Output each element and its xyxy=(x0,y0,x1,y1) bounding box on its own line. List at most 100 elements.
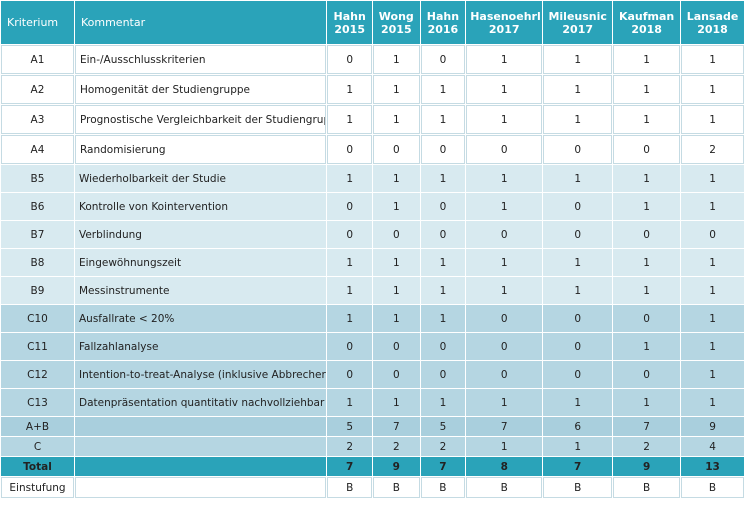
score-cell: 0 xyxy=(543,193,613,220)
score-cell: 1 xyxy=(327,165,372,192)
score-cell: 0 xyxy=(327,221,372,248)
score-cell: 1 xyxy=(327,105,372,134)
score-cell: 1 xyxy=(543,75,613,104)
criterion-row: A2 Homogenität der Studiengruppe 1 1 1 1 1 1 1 xyxy=(1,75,744,104)
summary-row: Einstufung B B B B B B B xyxy=(1,477,744,498)
summary-cell: B xyxy=(420,477,466,498)
score-cell: 1 xyxy=(372,277,420,304)
score-cell: 0 xyxy=(466,135,543,164)
score-cell: 1 xyxy=(372,45,420,74)
header-row: Kriterium Kommentar Hahn 2015 Wong 2015 Hahn… xyxy=(1,1,744,44)
score-cell: 0 xyxy=(420,221,466,248)
criterion-cell: C10 xyxy=(1,305,74,332)
score-cell: 1 xyxy=(681,277,744,304)
score-cell: 1 xyxy=(613,75,681,104)
score-cell: 0 xyxy=(420,135,466,164)
score-cell: 1 xyxy=(420,305,466,332)
study-name: Hasenoehrl xyxy=(470,9,541,23)
score-cell: 0 xyxy=(466,361,543,388)
summary-cell: B xyxy=(613,477,681,498)
criterion-row: C10 Ausfallrate < 20% 1 1 1 0 0 0 1 xyxy=(1,305,744,332)
header-cell: Kaufman 2018 xyxy=(613,1,681,44)
criterion-cell: B8 xyxy=(1,249,74,276)
score-cell: 0 xyxy=(543,333,613,360)
score-cell: 1 xyxy=(327,249,372,276)
score-cell: 1 xyxy=(466,389,543,416)
score-cell: 0 xyxy=(543,221,613,248)
score-cell: 1 xyxy=(372,75,420,104)
criterion-row: C12 Intention-to-treat-Analyse (inklusive… xyxy=(1,361,744,388)
comment-cell: Verblindung xyxy=(74,221,327,248)
score-cell: 1 xyxy=(543,389,613,416)
criterion-row: B7 Verblindung 0 0 0 0 0 0 0 xyxy=(1,221,744,248)
score-cell: 0 xyxy=(420,193,466,220)
criterion-cell: B9 xyxy=(1,277,74,304)
criterion-cell: C12 xyxy=(1,361,74,388)
header-cell: Hahn 2015 xyxy=(327,1,372,44)
study-year: 2017 xyxy=(562,22,594,36)
table-body: A1 Ein-/Ausschlusskriterien 0 1 0 1 1 1 1 A2 Homog… xyxy=(1,45,744,498)
comment-cell: Prognostische Vergleichbarkeit der Studi… xyxy=(74,105,327,134)
study-name: Wong xyxy=(378,9,414,23)
score-cell: 0 xyxy=(327,193,372,220)
summary-cell: 2 xyxy=(372,437,420,456)
summary-cell: 1 xyxy=(543,437,613,456)
summary-cell: 13 xyxy=(681,457,744,476)
score-cell: 1 xyxy=(543,105,613,134)
score-cell: 0 xyxy=(466,305,543,332)
criterion-row: B6 Kontrolle von Kointervention 0 1 0 1 0 1 1 xyxy=(1,193,744,220)
criterion-cell: B6 xyxy=(1,193,74,220)
criterion-cell: C13 xyxy=(1,389,74,416)
summary-cell: 9 xyxy=(372,457,420,476)
criterion-row: B5 Wiederholbarkeit der Studie 1 1 1 1 1 1 1 xyxy=(1,165,744,192)
score-cell: 1 xyxy=(466,249,543,276)
score-cell: 0 xyxy=(327,45,372,74)
score-cell: 0 xyxy=(543,135,613,164)
summary-cell: 5 xyxy=(327,417,372,436)
score-cell: 1 xyxy=(543,165,613,192)
score-cell: 0 xyxy=(327,135,372,164)
summary-cell: 9 xyxy=(613,457,681,476)
comment-cell: Eingewöhnungszeit xyxy=(74,249,327,276)
criterion-cell: A2 xyxy=(1,75,74,104)
score-cell: 1 xyxy=(420,277,466,304)
score-cell: 1 xyxy=(613,333,681,360)
score-cell: 1 xyxy=(327,75,372,104)
score-cell: 1 xyxy=(420,75,466,104)
study-year: 2015 xyxy=(334,22,365,36)
comment-cell: Fallzahlanalyse xyxy=(74,333,327,360)
criterion-cell: B5 xyxy=(1,165,74,192)
score-cell: 1 xyxy=(420,249,466,276)
study-year: 2017 xyxy=(488,22,520,36)
score-cell: 1 xyxy=(372,193,420,220)
empty-cell xyxy=(74,457,327,476)
summary-cell: 1 xyxy=(466,437,543,456)
criterion-row: A1 Ein-/Ausschlusskriterien 0 1 0 1 1 1 1 xyxy=(1,45,744,74)
score-cell: 0 xyxy=(327,333,372,360)
summary-cell: 7 xyxy=(466,417,543,436)
study-year: 2016 xyxy=(427,22,459,36)
summary-row: Total 7 9 7 8 7 9 13 xyxy=(1,457,744,476)
score-cell: 1 xyxy=(466,193,543,220)
score-cell: 1 xyxy=(372,305,420,332)
score-cell: 1 xyxy=(613,277,681,304)
score-cell: 1 xyxy=(466,165,543,192)
summary-cell: 5 xyxy=(420,417,466,436)
score-cell: 0 xyxy=(466,221,543,248)
header-cell: Wong 2015 xyxy=(372,1,420,44)
comment-cell: Homogenität der Studiengruppe xyxy=(74,75,327,104)
score-cell: 0 xyxy=(613,135,681,164)
score-cell: 0 xyxy=(327,361,372,388)
criterion-cell: A3 xyxy=(1,105,74,134)
score-cell: 1 xyxy=(466,105,543,134)
score-cell: 0 xyxy=(372,333,420,360)
summary-label: Total xyxy=(1,457,74,476)
score-cell: 2 xyxy=(681,135,744,164)
score-cell: 0 xyxy=(466,333,543,360)
empty-cell xyxy=(74,417,327,436)
study-year: 2018 xyxy=(697,22,728,36)
study-year: 2015 xyxy=(380,22,412,36)
summary-cell: 7 xyxy=(372,417,420,436)
score-cell: 1 xyxy=(327,389,372,416)
